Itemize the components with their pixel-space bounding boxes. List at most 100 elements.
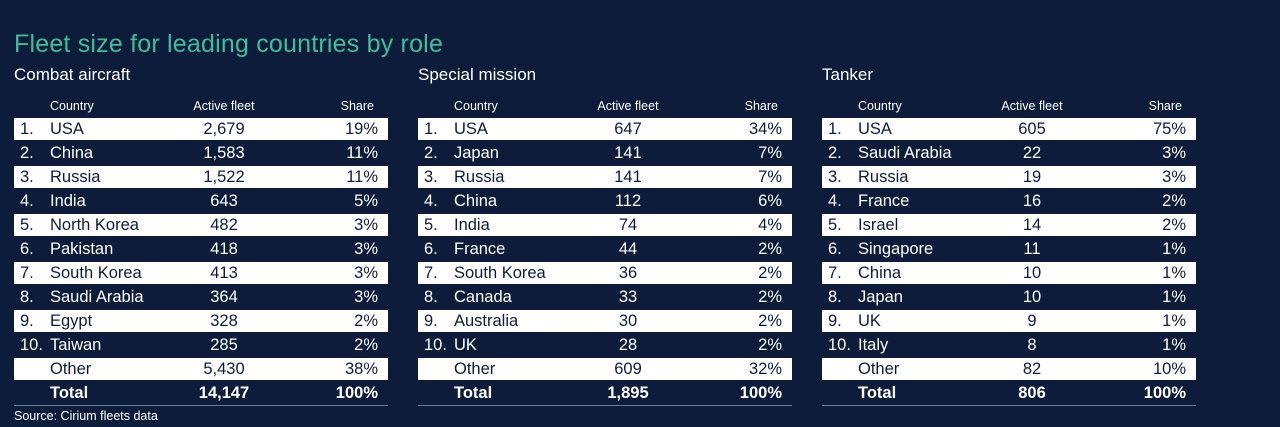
table-row: 1. USA 605 75% [822,118,1196,140]
table-row: 9. Australia 30 2% [418,310,792,332]
share-cell: 2% [758,240,782,258]
share-cell: 2% [1162,216,1186,234]
share-cell: 38% [344,360,378,378]
country-cell: China [50,144,94,162]
table-header: Country Active fleet Share [822,94,1196,118]
share-cell: 75% [1152,120,1186,138]
share-cell: 3% [354,288,378,306]
table-row: 4. India 643 5% [14,190,388,212]
share-cell: 1% [1162,240,1186,258]
table-row: 2. China 1,583 11% [14,142,388,164]
country-cell: Singapore [858,240,934,258]
country-cell: South Korea [50,264,142,282]
active-fleet-cell: 14 [1022,216,1042,234]
country-cell: China [454,192,498,210]
tanker-table: Tanker Country Active fleet Share 1. USA 6… [822,64,1196,408]
table-row: 5. India 74 4% [418,214,792,236]
rank-cell: 8. [424,288,438,306]
table-row: Other 82 10% [822,358,1196,380]
share-cell: 3% [354,216,378,234]
active-fleet-cell: 482 [210,216,238,234]
country-cell: USA [454,120,488,138]
active-fleet-cell: 82 [1022,360,1042,378]
share-cell: 1% [1162,288,1186,306]
country-cell: India [454,216,490,234]
country-cell: Japan [454,144,499,162]
country-cell: France [454,240,506,258]
table-row: 6. Singapore 11 1% [822,238,1196,260]
table-row: 8. Saudi Arabia 364 3% [14,286,388,308]
rank-cell: 3. [828,168,842,186]
country-cell: Russia [454,168,505,186]
rank-cell: 1. [424,120,438,138]
table-row: 3. Russia 1,522 11% [14,166,388,188]
share-cell: 19% [344,120,378,138]
active-fleet-cell: 806 [1018,384,1046,402]
table-row: 7. South Korea 413 3% [14,262,388,284]
table-body: 1. USA 647 34% 2. Japan 141 7% 3. Russia 141 7% 4. Ch… [418,118,792,406]
table-row: 5. Israel 14 2% [822,214,1196,236]
country-cell: South Korea [454,264,546,282]
rank-cell: 5. [424,216,438,234]
table-row: 1. USA 647 34% [418,118,792,140]
share-cell: 10% [1152,360,1186,378]
country-cell: Japan [858,288,903,306]
country-cell: Australia [454,312,519,330]
active-fleet-cell: 609 [614,360,642,378]
rank-cell: 6. [424,240,438,258]
table-row: 9. UK 9 1% [822,310,1196,332]
active-fleet-cell: 364 [210,288,238,306]
active-fleet-cell: 22 [1022,144,1042,162]
active-fleet-cell: 112 [614,192,642,210]
active-fleet-cell: 11 [1023,240,1041,258]
table-row: 2. Saudi Arabia 22 3% [822,142,1196,164]
active-fleet-cell: 413 [210,264,238,282]
active-fleet-cell: 285 [210,336,238,354]
table-row: Other 5,430 38% [14,358,388,380]
share-cell: 2% [758,336,782,354]
share-cell: 7% [758,144,782,162]
country-cell: Taiwan [50,336,102,354]
share-cell: 2% [758,312,782,330]
rank-cell: 6. [828,240,842,258]
active-fleet-cell: 28 [618,336,638,354]
rank-cell: 3. [20,168,34,186]
share-cell: 1% [1162,264,1186,282]
table-row: 3. Russia 141 7% [418,166,792,188]
country-cell: Russia [858,168,909,186]
active-fleet-cell: 30 [618,312,638,330]
country-cell: Total [50,384,89,402]
rank-cell: 4. [828,192,842,210]
share-cell: 3% [1162,168,1186,186]
share-cell: 2% [758,288,782,306]
active-fleet-cell: 10 [1022,264,1042,282]
share-cell: 11% [346,144,378,162]
table-row: 1. USA 2,679 19% [14,118,388,140]
rank-cell: 6. [20,240,34,258]
share-cell: 2% [354,336,378,354]
share-cell: 6% [758,192,782,210]
active-fleet-cell: 74 [618,216,638,234]
share-cell: 4% [758,216,782,234]
column-header-active-fleet: Active fleet [1001,99,1063,113]
table-row: 10. UK 28 2% [418,334,792,356]
share-cell: 11% [346,168,378,186]
table-row: 3. Russia 19 3% [822,166,1196,188]
share-cell: 7% [758,168,782,186]
source-note: Source: Cirium fleets data [14,409,158,423]
rank-cell: 1. [828,120,842,138]
country-cell: Saudi Arabia [50,288,144,306]
active-fleet-cell: 1,522 [203,168,245,186]
table-header: Country Active fleet Share [14,94,388,118]
active-fleet-cell: 44 [618,240,638,258]
share-cell: 1% [1162,312,1186,330]
rank-cell: 9. [424,312,438,330]
country-cell: Other [50,360,92,378]
active-fleet-cell: 16 [1022,192,1042,210]
active-fleet-cell: 418 [210,240,238,258]
active-fleet-cell: 643 [210,192,238,210]
rank-cell: 10. [20,336,43,354]
active-fleet-cell: 19 [1022,168,1042,186]
active-fleet-cell: 647 [614,120,642,138]
rank-cell: 7. [20,264,34,282]
